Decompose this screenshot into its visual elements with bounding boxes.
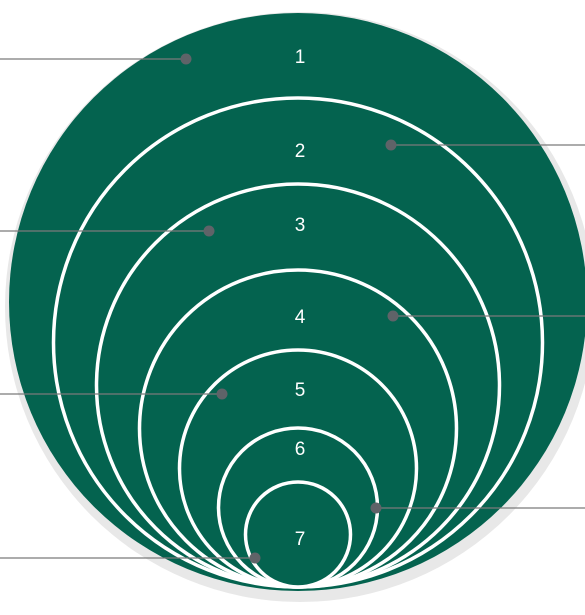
callout-dot-left-3 [216, 388, 228, 400]
callout-dot-right-2 [387, 310, 399, 322]
level-label-4: 4 [295, 307, 306, 328]
level-label-3: 3 [295, 215, 306, 236]
level-label-6: 6 [295, 439, 306, 460]
callout-dot-left-2 [203, 225, 215, 237]
level-label-2: 2 [295, 141, 306, 162]
callout-dot-left-4 [249, 552, 261, 564]
ring-level-7 [243, 480, 353, 589]
level-label-1: 1 [295, 47, 306, 68]
callout-dot-right-1 [385, 139, 397, 151]
level-label-5: 5 [295, 380, 306, 401]
callout-dot-right-3 [370, 502, 382, 514]
callout-dot-left-1 [180, 53, 192, 65]
level-label-7: 7 [295, 529, 306, 550]
